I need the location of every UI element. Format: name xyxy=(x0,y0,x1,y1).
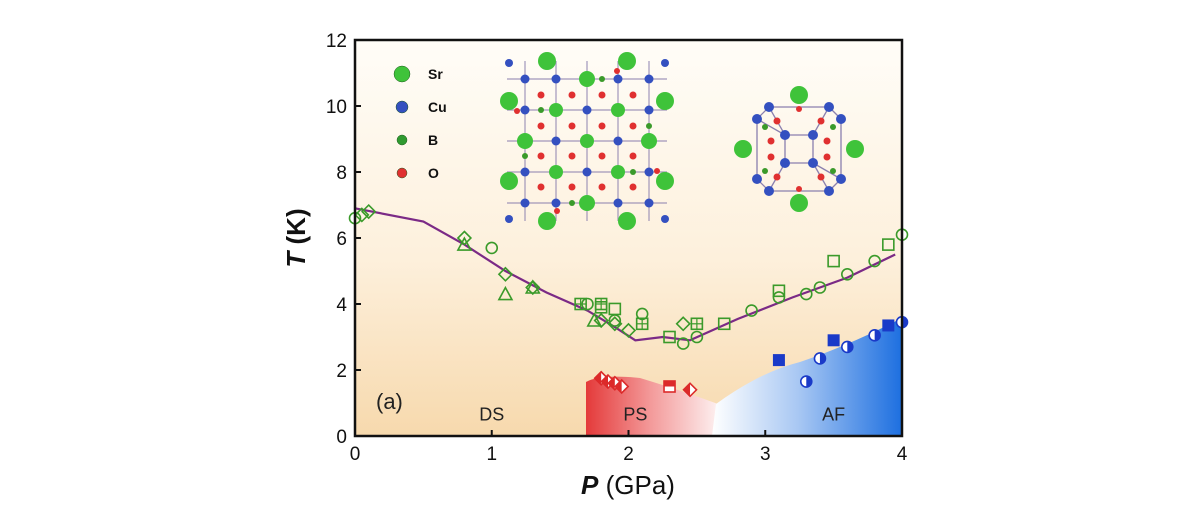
data-point-square-filled xyxy=(827,334,840,347)
y-axis-title: T (K) xyxy=(281,208,311,267)
legend-swatch-o xyxy=(396,167,408,179)
data-point-square-cross xyxy=(574,297,587,311)
y-tick-label: 6 xyxy=(336,229,347,250)
data-point-circle-open xyxy=(485,241,499,255)
y-tick-label: 4 xyxy=(336,295,347,316)
data-point-diamond-open xyxy=(361,203,377,220)
legend-item-b: B xyxy=(396,132,438,148)
data-point-diamond-open xyxy=(525,279,541,296)
legend-item-o: O xyxy=(396,165,439,181)
legend-item-sr: Sr xyxy=(393,65,443,83)
data-point-square-cross xyxy=(594,297,608,311)
data-point-circle-half xyxy=(813,352,827,365)
data-point-square-open xyxy=(772,284,786,298)
region-label-ds: DS xyxy=(479,405,504,425)
data-point-diamond-open xyxy=(607,316,623,332)
legend-label: Sr xyxy=(428,66,443,82)
region-label-ps: PS xyxy=(623,405,647,425)
legend-swatch-b xyxy=(396,134,408,146)
data-point-circle-half xyxy=(840,340,854,354)
data-point-diamond-open xyxy=(497,266,514,282)
data-point-triangle-open xyxy=(586,312,603,327)
crystal-structure-small-illustration xyxy=(734,86,864,212)
data-point-square-open xyxy=(882,238,895,251)
data-point-circle-open xyxy=(772,291,786,304)
data-point-circle-open xyxy=(745,304,758,317)
data-point-square-open xyxy=(663,330,676,344)
x-tick-label: 4 xyxy=(897,444,908,465)
x-tick-label: 3 xyxy=(760,444,771,465)
data-point-circle-open xyxy=(676,337,690,350)
legend-swatch-sr xyxy=(393,65,411,83)
data-markers-layer xyxy=(348,203,909,398)
data-point-diamond-open xyxy=(354,207,370,223)
legend-label: B xyxy=(428,132,438,148)
data-point-circle-half xyxy=(868,329,881,342)
data-point-triangle-open xyxy=(497,285,514,301)
crystal-structure-large-illustration xyxy=(500,52,674,230)
y-tick-label: 2 xyxy=(336,361,347,382)
legend-swatch-cu xyxy=(395,100,409,114)
data-point-square-cross xyxy=(690,317,704,331)
legend-item-cu: Cu xyxy=(395,99,447,115)
y-tick-label: 10 xyxy=(326,97,347,118)
x-axis-title: P (GPa) xyxy=(581,470,675,500)
data-point-square-cross xyxy=(635,317,649,331)
legend-label: O xyxy=(428,165,439,181)
data-point-circle-half xyxy=(799,375,813,388)
x-tick-label: 1 xyxy=(486,444,497,465)
data-point-triangle-open xyxy=(524,279,541,294)
data-point-circle-open xyxy=(813,281,827,294)
data-point-circle-open xyxy=(799,287,813,301)
data-point-square-open xyxy=(827,254,840,268)
legend-label: Cu xyxy=(428,99,447,115)
data-point-diamond-open xyxy=(675,316,691,332)
y-tick-label: 8 xyxy=(336,163,347,184)
data-point-diamond-half xyxy=(682,382,698,398)
data-point-square-open xyxy=(717,317,731,331)
data-point-circle-open xyxy=(690,330,704,344)
region-label-af: AF xyxy=(822,405,845,425)
data-point-circle-open xyxy=(868,254,881,268)
legend: Sr Cu B O xyxy=(393,65,447,181)
data-point-diamond-open xyxy=(620,322,637,339)
panel-label: (a) xyxy=(376,389,403,414)
data-point-square-open xyxy=(608,302,622,316)
data-point-triangle-open xyxy=(456,236,473,251)
data-point-diamond-half xyxy=(614,378,630,395)
x-tick-label: 2 xyxy=(623,444,634,465)
plot-area xyxy=(348,38,909,438)
x-tick-label: 0 xyxy=(350,444,361,465)
y-tick-label: 0 xyxy=(336,427,347,448)
data-point-square-half xyxy=(663,380,676,393)
data-point-circle-open xyxy=(840,267,854,281)
data-point-square-filled xyxy=(772,354,785,367)
region-labels: DS PS AF xyxy=(479,405,845,425)
data-point-square-filled xyxy=(882,319,895,332)
y-tick-label: 12 xyxy=(326,31,347,52)
data-point-diamond-open xyxy=(456,230,473,246)
